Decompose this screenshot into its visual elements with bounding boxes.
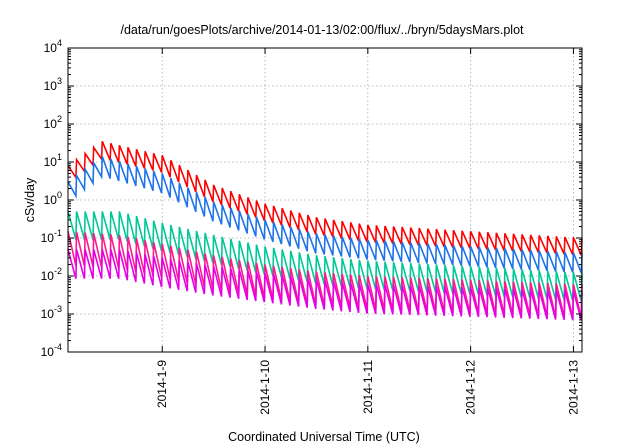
- x-tick-label: 2014-1-13: [566, 360, 580, 415]
- chart-title: /data/run/goesPlots/archive/2014-01-13/0…: [120, 23, 524, 37]
- series-line-4: [67, 231, 583, 319]
- series-line-3: [67, 211, 583, 302]
- y-tick-label: 104: [44, 38, 62, 55]
- y-tick-label: 10-3: [41, 304, 62, 321]
- x-tick-label: 2014-1-9: [155, 360, 169, 408]
- series-line-5: [67, 249, 583, 321]
- axis-ticks: [68, 47, 582, 353]
- series-line-1: [67, 141, 583, 256]
- x-tick-label: 2014-1-10: [258, 360, 272, 415]
- series-line-2: [67, 156, 583, 274]
- y-tick-label: 10-2: [41, 266, 62, 283]
- y-tick-label: 10-1: [41, 228, 62, 245]
- series-group: [67, 141, 583, 321]
- y-tick-labels: 10-4 10-3 10-2 10-1 100 101 102 103 104: [41, 38, 62, 359]
- x-tick-label: 2014-1-12: [464, 360, 478, 415]
- y-tick-label: 10-4: [41, 342, 62, 359]
- y-tick-label: 101: [44, 152, 62, 169]
- x-tick-label: 2014-1-11: [361, 360, 375, 414]
- y-axis-label: cSv/day: [23, 177, 37, 222]
- x-tick-labels: 2014-1-9 2014-1-10 2014-1-11 2014-1-12 2014-…: [155, 360, 580, 415]
- x-axis-label: Coordinated Universal Time (UTC): [228, 430, 420, 444]
- y-tick-label: 100: [44, 190, 62, 207]
- y-tick-label: 102: [44, 114, 62, 131]
- y-tick-label: 103: [44, 76, 62, 93]
